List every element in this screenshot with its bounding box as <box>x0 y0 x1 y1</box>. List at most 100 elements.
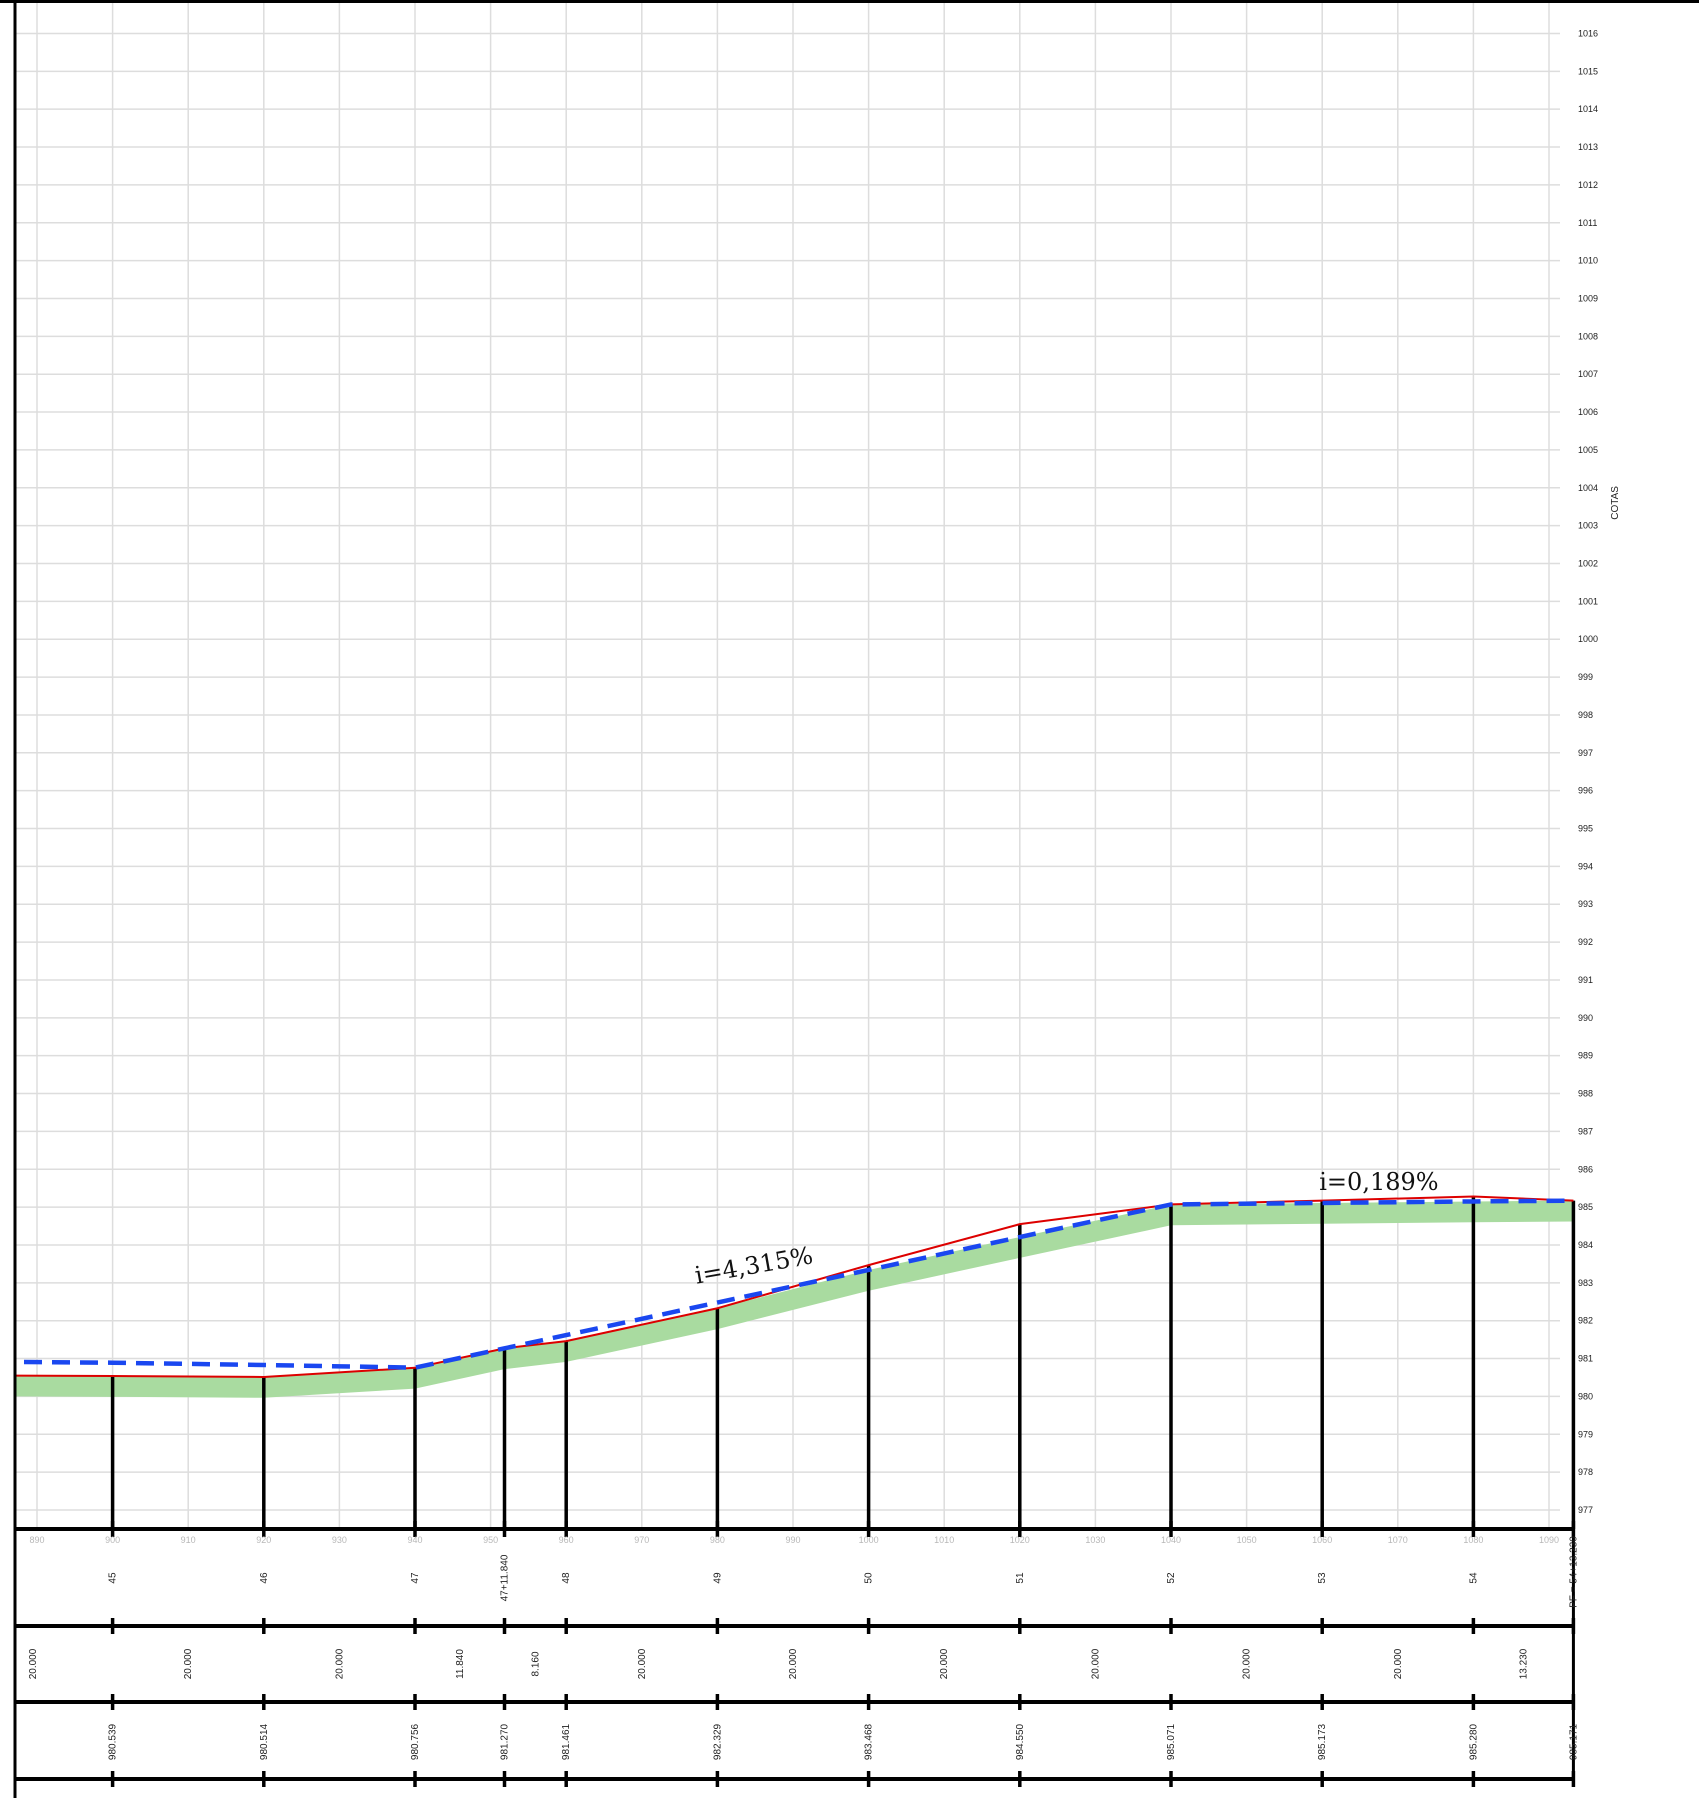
fill-area <box>15 1200 1574 1398</box>
x-tick-label: 1070 <box>1388 1535 1408 1545</box>
elevation-label: 980.514 <box>259 1723 270 1760</box>
x-tick-label: 960 <box>559 1535 574 1545</box>
x-tick-label: 970 <box>634 1535 649 1545</box>
x-tick-label: 1050 <box>1237 1535 1257 1545</box>
grade-line <box>23 1198 1574 1370</box>
y-tick-label: 1002 <box>1578 559 1598 569</box>
elevation-label: 982.329 <box>712 1723 723 1760</box>
labels: COTAS 977 978 979 980 981 982 983 984 985 986 987 9… <box>28 28 1621 1760</box>
station-label: 48 <box>561 1572 572 1584</box>
partial-distance: 11.840 <box>455 1649 466 1679</box>
cut-fill-area <box>15 1200 1574 1398</box>
y-tick-label: 984 <box>1578 1240 1593 1250</box>
y-tick-label: 1011 <box>1578 218 1597 228</box>
terrain-line <box>14 1195 1574 1378</box>
y-tick-label: 1004 <box>1578 483 1598 493</box>
x-tick-label: 920 <box>256 1535 271 1545</box>
y-tick-label: 1003 <box>1578 521 1598 531</box>
elevation-label: 980.756 <box>410 1723 421 1760</box>
y-tick-label: 996 <box>1578 786 1593 796</box>
y-tick-label: 1008 <box>1578 331 1598 341</box>
x-tick-label: 930 <box>332 1535 347 1545</box>
y-tick-label: 1000 <box>1578 634 1598 644</box>
y-axis-label: COTAS <box>1610 486 1621 520</box>
x-tick-label: 890 <box>29 1535 44 1545</box>
station-label: 51 <box>1015 1572 1026 1584</box>
partial-distance: 20.000 <box>637 1648 648 1679</box>
y-tick-label: 993 <box>1578 899 1593 909</box>
y-tick-label: 978 <box>1578 1467 1593 1477</box>
y-tick-label: 1012 <box>1578 180 1598 190</box>
y-tick-label: 987 <box>1578 1126 1593 1136</box>
y-tick-label: 1015 <box>1578 66 1598 76</box>
grid <box>15 0 1560 1529</box>
x-tick-label: 1040 <box>1161 1535 1181 1545</box>
x-tick-label: 1060 <box>1312 1535 1332 1545</box>
y-tick-label: 990 <box>1578 1013 1593 1023</box>
y-tick-label: 1007 <box>1578 369 1598 379</box>
partial-distance: 20.000 <box>334 1648 345 1679</box>
slope-label: i=0,189% <box>1319 1168 1438 1196</box>
y-tick-label: 999 <box>1578 672 1593 682</box>
y-tick-label: 980 <box>1578 1391 1593 1401</box>
y-tick-label: 982 <box>1578 1316 1593 1326</box>
y-tick-label: 977 <box>1578 1505 1593 1515</box>
y-tick-label: 1005 <box>1578 445 1598 455</box>
station-label: 53 <box>1317 1572 1328 1584</box>
y-tick-label: 1013 <box>1578 142 1598 152</box>
y-tick-label: 1006 <box>1578 407 1598 417</box>
y-tick-label: 1016 <box>1578 28 1598 38</box>
station-label: 50 <box>864 1572 875 1584</box>
elevation-label: 983.468 <box>864 1723 875 1760</box>
elevation-label: 985.071 <box>1166 1723 1177 1760</box>
elevation-label: 985.280 <box>1468 1723 1479 1760</box>
y-tick-label: 986 <box>1578 1164 1593 1174</box>
x-tick-label: 910 <box>181 1535 196 1545</box>
x-tick-label: 1080 <box>1463 1535 1483 1545</box>
partial-distance: 13.230 <box>1518 1648 1529 1679</box>
elevation-label: 985.171 <box>1568 1723 1579 1760</box>
x-tick-label: 990 <box>785 1535 800 1545</box>
partial-distance: 8.160 <box>530 1651 541 1676</box>
x-tick-label: 1000 <box>859 1535 879 1545</box>
station-label: PF = 54+13.230 <box>1568 1536 1579 1608</box>
elevation-label: 984.550 <box>1015 1723 1026 1760</box>
y-tick-label: 997 <box>1578 748 1593 758</box>
y-tick-label: 991 <box>1578 975 1593 985</box>
station-label: 54 <box>1468 1572 1479 1584</box>
partial-distance: 20.000 <box>1242 1648 1253 1679</box>
y-tick-label: 994 <box>1578 861 1593 871</box>
y-tick-label: 985 <box>1578 1202 1593 1212</box>
x-tick-label: 900 <box>105 1535 120 1545</box>
station-label: 47 <box>410 1572 421 1584</box>
station-label: 46 <box>259 1572 270 1584</box>
station-label: 47+11.840 <box>500 1554 511 1601</box>
station-label: 45 <box>108 1572 119 1584</box>
partial-distance: 20.000 <box>1393 1648 1404 1679</box>
station-label: 49 <box>712 1572 723 1584</box>
y-tick-label: 983 <box>1578 1278 1593 1288</box>
elevation-label: 985.173 <box>1317 1723 1328 1760</box>
profile-curves <box>14 1195 1574 1378</box>
y-tick-label: 992 <box>1578 937 1593 947</box>
partial-distance: 20.000 <box>939 1648 950 1679</box>
x-tick-label: 980 <box>710 1535 725 1545</box>
station-lines <box>110 1196 1576 1529</box>
x-tick-label: 1090 <box>1539 1535 1559 1545</box>
y-tick-label: 979 <box>1578 1429 1593 1439</box>
station-label: 52 <box>1166 1572 1177 1584</box>
y-tick-label: 1009 <box>1578 293 1598 303</box>
y-tick-label: 988 <box>1578 1089 1593 1099</box>
partial-distance: 20.000 <box>183 1648 194 1679</box>
x-tick-label: 1010 <box>934 1535 954 1545</box>
y-tick-label: 1001 <box>1578 596 1598 606</box>
y-tick-label: 995 <box>1578 824 1593 834</box>
elevation-label: 981.461 <box>561 1723 572 1760</box>
y-tick-label: 1010 <box>1578 256 1598 266</box>
partial-distance: 20.000 <box>1090 1648 1101 1679</box>
partial-distance: 20.000 <box>788 1648 799 1679</box>
x-tick-label: 1030 <box>1085 1535 1105 1545</box>
y-tick-label: 989 <box>1578 1051 1593 1061</box>
